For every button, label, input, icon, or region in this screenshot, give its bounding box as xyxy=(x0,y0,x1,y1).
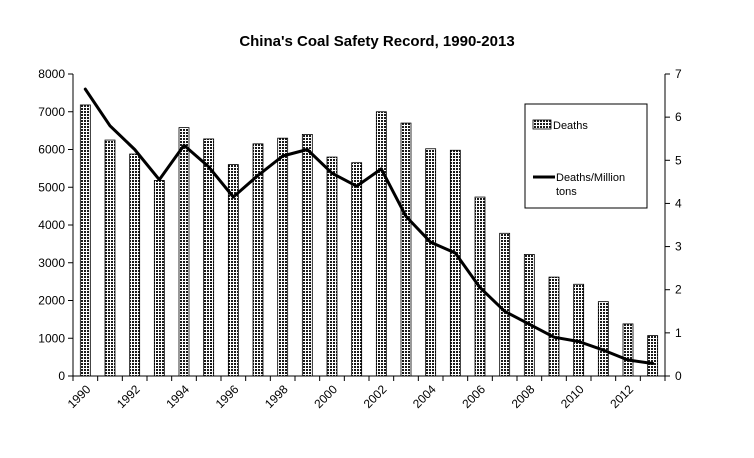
bar-deaths xyxy=(153,180,165,377)
bar-deaths xyxy=(523,254,535,377)
bar-deaths xyxy=(277,137,289,377)
bar-deaths xyxy=(129,153,141,377)
bar-deaths xyxy=(400,122,412,377)
right-tick-label: 5 xyxy=(675,153,682,167)
left-tick-label: 2000 xyxy=(38,294,65,308)
x-tick-label: 2008 xyxy=(509,382,538,411)
left-tick-label: 6000 xyxy=(38,143,65,157)
left-tick-label: 4000 xyxy=(38,218,65,232)
x-tick-label: 1992 xyxy=(114,382,143,411)
right-tick-label: 3 xyxy=(675,240,682,254)
x-tick-label: 2002 xyxy=(361,382,390,411)
x-tick-label: 1994 xyxy=(163,382,192,411)
right-tick-label: 0 xyxy=(675,369,682,383)
bar-deaths xyxy=(178,127,190,377)
bar-deaths xyxy=(647,335,659,377)
bar-deaths xyxy=(227,164,239,377)
x-tick-label: 2006 xyxy=(459,382,488,411)
x-tick-label: 2012 xyxy=(607,382,636,411)
left-tick-label: 5000 xyxy=(38,180,65,194)
bar-deaths xyxy=(203,138,215,377)
legend-label-deaths: Deaths xyxy=(553,120,588,132)
x-tick-label: 1998 xyxy=(262,382,291,411)
left-tick-label: 3000 xyxy=(38,256,65,270)
legend: Deaths Deaths/Million tons xyxy=(524,103,648,209)
bar-deaths xyxy=(573,283,585,377)
bar-deaths xyxy=(301,133,313,377)
right-tick-label: 1 xyxy=(675,326,682,340)
bar-deaths xyxy=(375,111,387,377)
bar-deaths xyxy=(548,276,560,377)
left-tick-label: 1000 xyxy=(38,331,65,345)
bar-deaths xyxy=(499,232,511,377)
right-tick-label: 2 xyxy=(675,283,682,297)
chart-title: China's Coal Safety Record, 1990-2013 xyxy=(239,33,514,50)
right-tick-label: 4 xyxy=(675,196,682,210)
legend-swatch-deaths xyxy=(532,119,552,130)
bar-deaths xyxy=(449,149,461,377)
bar-deaths xyxy=(79,104,91,377)
left-tick-label: 7000 xyxy=(38,105,65,119)
x-tick-label: 2010 xyxy=(558,382,587,411)
bar-deaths xyxy=(252,143,264,377)
x-tick-label: 1996 xyxy=(213,382,242,411)
x-tick-label: 2000 xyxy=(311,382,340,411)
left-tick-label: 8000 xyxy=(38,67,65,81)
line-deaths-per-million-tons xyxy=(83,87,655,365)
right-tick-label: 6 xyxy=(675,110,682,124)
bar-deaths xyxy=(622,323,634,377)
x-tick-label: 2004 xyxy=(410,382,439,411)
right-tick-label: 7 xyxy=(675,67,682,81)
left-tick-label: 0 xyxy=(58,369,65,383)
x-tick-label: 1990 xyxy=(65,382,94,411)
bar-deaths xyxy=(326,156,338,377)
bar-deaths xyxy=(104,139,116,377)
legend-label-line-2: tons xyxy=(556,186,577,198)
bar-deaths xyxy=(351,162,363,377)
legend-label-line-1: Deaths/Million xyxy=(556,172,625,184)
bar-deaths xyxy=(425,148,437,377)
plot-area: 0 1000 2000 3000 4000 5000 6000 7000 8000 0 1 2 3 4 5 6… xyxy=(38,67,682,411)
bar-deaths xyxy=(597,301,609,377)
